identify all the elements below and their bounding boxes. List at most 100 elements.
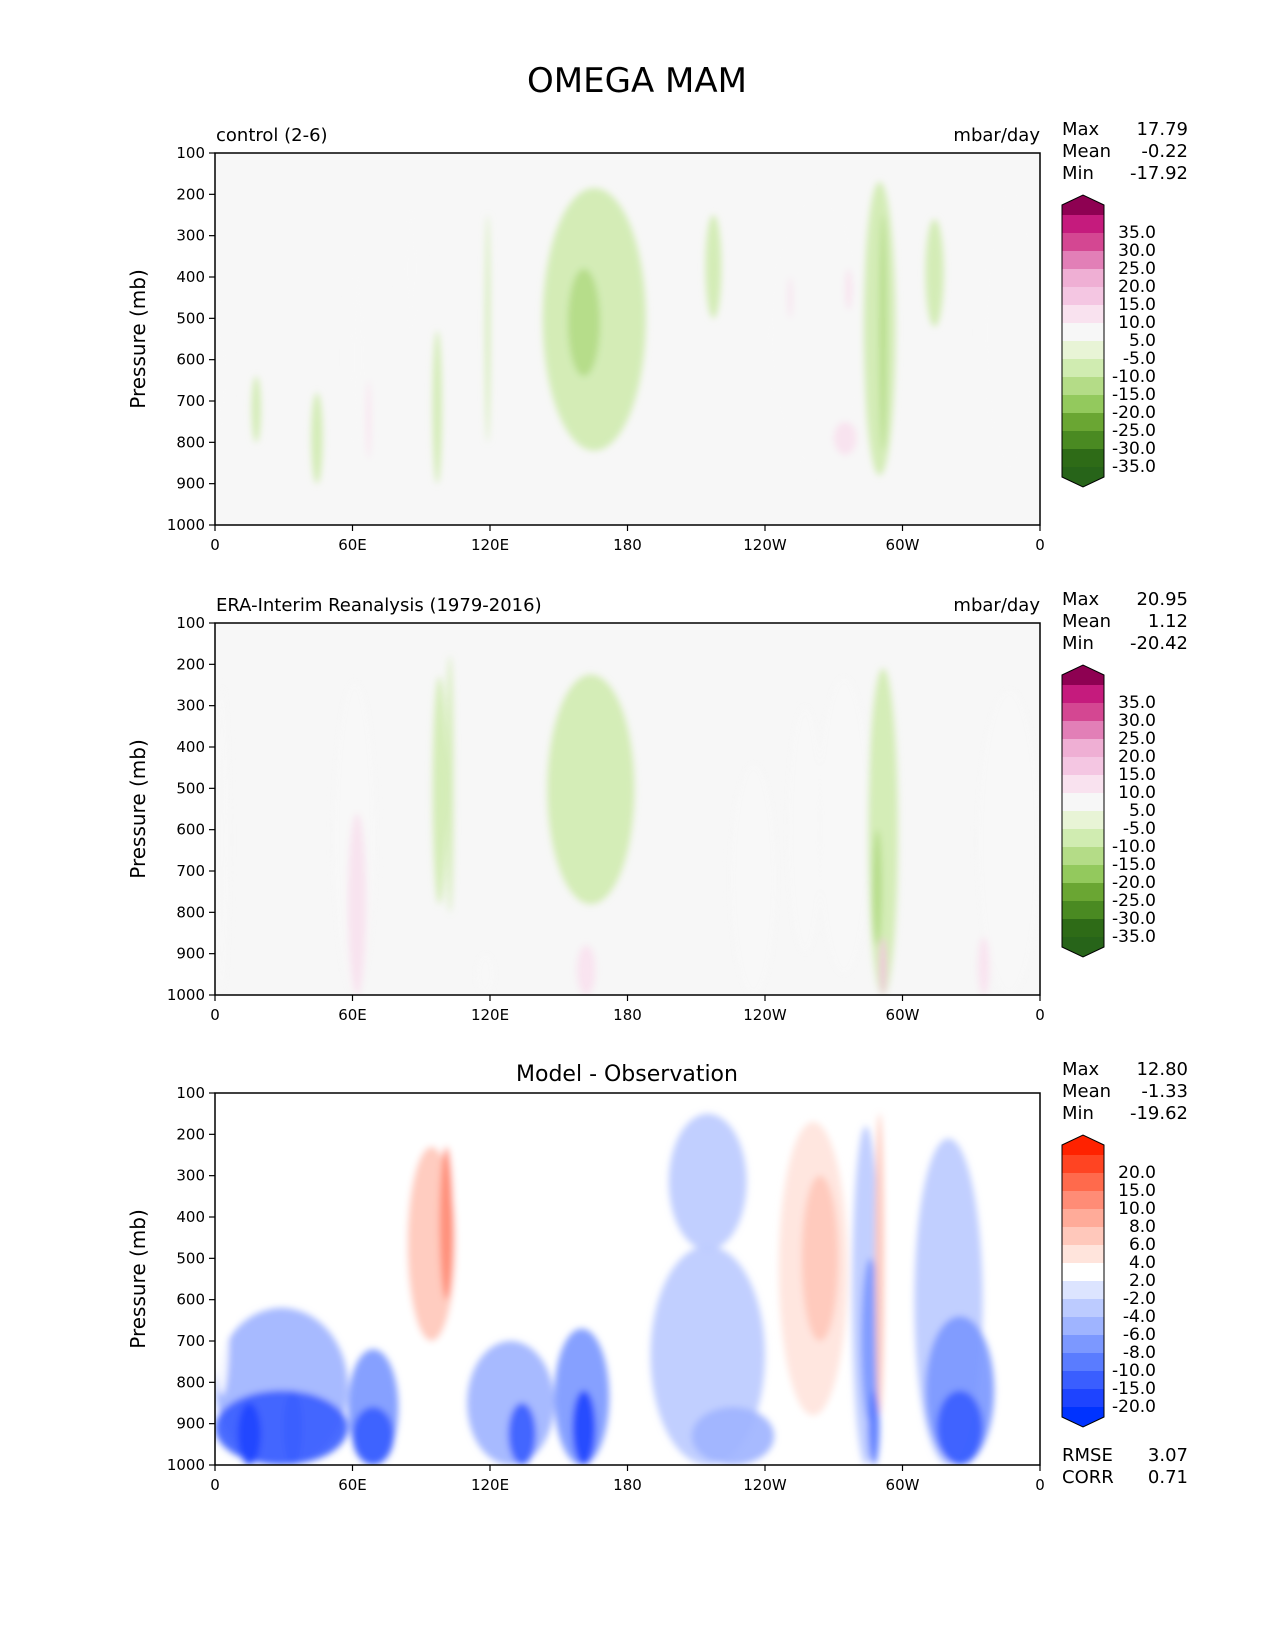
stat-label: Max — [1062, 119, 1100, 140]
y-tick-label: 300 — [176, 697, 205, 715]
y-tick-label: 400 — [176, 1208, 205, 1226]
y-axis-label: Pressure (mb) — [126, 269, 150, 409]
stat-label: Min — [1062, 1103, 1094, 1124]
y-axis-label: Pressure (mb) — [126, 739, 150, 879]
colorbar-label: -30.0 — [1112, 439, 1156, 459]
x-tick-label: 0 — [210, 1006, 220, 1024]
colorbar-segment — [1062, 1173, 1104, 1191]
contour-blob — [476, 953, 495, 995]
contour-blob — [879, 937, 887, 995]
x-tick-label: 120W — [743, 1476, 787, 1494]
colorbar-extend-top — [1062, 665, 1104, 685]
colorbar-label: -35.0 — [1112, 927, 1156, 947]
panel-control: 100 200 300 400 500 600 700 800 900 1000 0 60E 120E… — [126, 119, 1188, 554]
panel-center-title: Model - Observation — [516, 1062, 738, 1087]
colorbar-label: -10.0 — [1112, 837, 1156, 857]
colorbar-segment — [1062, 215, 1104, 233]
x-axis: 0 60E 120E 180 120W 60W 0 — [210, 1465, 1045, 1494]
contour-blob — [845, 268, 853, 311]
colorbar-segment — [1062, 269, 1104, 287]
contour-blob — [868, 1390, 880, 1465]
colorbar-segment — [1062, 1371, 1104, 1389]
heatmap-layer — [215, 181, 1040, 484]
colorbar-segment — [1062, 775, 1104, 793]
x-tick-label: 120E — [471, 536, 509, 554]
colorbar-label: -6.0 — [1123, 1325, 1156, 1345]
panel-units: mbar/day — [953, 125, 1040, 146]
colorbar-segment — [1062, 739, 1104, 757]
x-tick-label: 60E — [338, 1006, 367, 1024]
contour-blob — [863, 181, 896, 476]
contour-blob — [978, 937, 990, 995]
colorbar-extend-top — [1062, 195, 1104, 215]
colorbar-segment — [1062, 449, 1104, 467]
colorbar-segment — [1062, 287, 1104, 305]
corr-label: CORR — [1062, 1467, 1114, 1488]
x-tick-label: 60W — [886, 536, 920, 554]
heatmap-layer — [215, 1097, 1040, 1465]
contour-blob — [352, 1407, 394, 1465]
contour-blob — [978, 689, 1040, 995]
stat-value: -20.42 — [1130, 633, 1188, 654]
panel-left-title: ERA-Interim Reanalysis (1979-2016) — [216, 595, 542, 616]
colorbar-segment — [1062, 233, 1104, 251]
y-tick-label: 100 — [176, 614, 205, 632]
contour-blob — [237, 1134, 261, 1284]
colorbar-label: 20.0 — [1118, 1163, 1156, 1183]
panel-left-title: control (2-6) — [216, 125, 328, 146]
colorbar-extend-bottom — [1062, 467, 1104, 487]
colorbar-segment — [1062, 793, 1104, 811]
colorbar: 35.030.025.020.015.010.05.0-5.0-10.0-15.… — [1061, 664, 1156, 958]
colorbar-segment — [1062, 323, 1104, 341]
y-tick-label: 400 — [176, 268, 205, 286]
colorbar: 35.030.025.020.015.010.05.0-5.0-10.0-15.… — [1061, 194, 1156, 488]
y-axis: 100 200 300 400 500 600 700 800 900 1000 — [167, 1084, 215, 1474]
contour-blob — [311, 392, 323, 484]
stat-value: -19.62 — [1130, 1103, 1188, 1124]
stat-value: 20.95 — [1136, 589, 1188, 610]
y-tick-label: 600 — [176, 1291, 205, 1309]
contour-blob — [577, 945, 596, 995]
contour-blob — [891, 1134, 914, 1424]
colorbar-segment — [1062, 721, 1104, 739]
contour-blob — [936, 1390, 983, 1465]
colorbar-label: 10.0 — [1118, 313, 1156, 333]
colorbar-label: 2.0 — [1129, 1271, 1156, 1291]
contour-blob — [446, 656, 454, 913]
x-tick-label: 120E — [471, 1476, 509, 1494]
y-tick-label: 900 — [176, 475, 205, 493]
colorbar-label: -10.0 — [1112, 367, 1156, 387]
colorbar-segment — [1062, 1263, 1104, 1281]
skill-stats: RMSE 3.07 CORR 0.71 — [1062, 1445, 1188, 1488]
y-tick-label: 500 — [176, 309, 205, 327]
colorbar-label: -25.0 — [1112, 891, 1156, 911]
colorbar-label: 10.0 — [1118, 1199, 1156, 1219]
colorbar-label: -20.0 — [1112, 873, 1156, 893]
colorbar-segment — [1062, 1299, 1104, 1317]
y-tick-label: 800 — [176, 433, 205, 451]
colorbar-segment — [1062, 703, 1104, 721]
corr-value: 0.71 — [1148, 1467, 1188, 1488]
contour-blob — [251, 376, 261, 443]
colorbar-segment — [1062, 305, 1104, 323]
contour-blob — [439, 1146, 454, 1300]
colorbar-segment — [1062, 1353, 1104, 1371]
figure-title: OMEGA MAM — [527, 61, 747, 101]
colorbar-label: 25.0 — [1118, 729, 1156, 749]
contour-blob — [572, 1390, 596, 1465]
y-tick-label: 1000 — [167, 986, 205, 1004]
colorbar-label: 20.0 — [1118, 277, 1156, 297]
colorbar-segment — [1062, 1191, 1104, 1209]
x-axis: 0 60E 120E 180 120W 60W 0 — [210, 525, 1045, 554]
colorbar-extend-bottom — [1062, 937, 1104, 957]
colorbar-segment — [1062, 341, 1104, 359]
contour-blob — [400, 194, 422, 344]
contour-blob — [705, 214, 722, 319]
colorbar-outline — [1061, 664, 1105, 958]
colorbar-label: -5.0 — [1123, 349, 1156, 369]
x-tick-label: 120E — [471, 1006, 509, 1024]
y-tick-label: 800 — [176, 1373, 205, 1391]
contour-blob — [215, 277, 229, 472]
panel-observation: 100 200 300 400 500 600 700 800 900 1000 0 60E 120E… — [126, 589, 1188, 1024]
colorbar-label: -5.0 — [1123, 819, 1156, 839]
